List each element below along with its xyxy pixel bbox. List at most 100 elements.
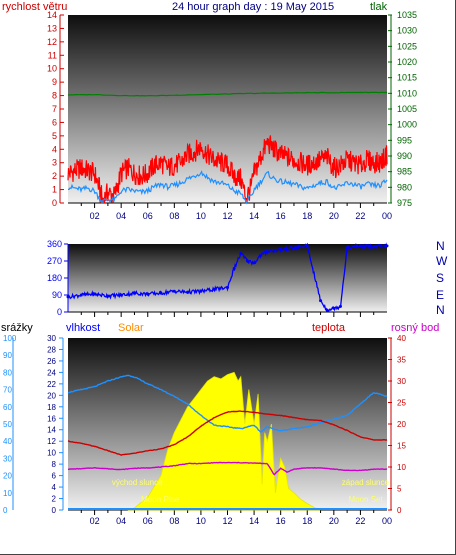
wind-direction-point [159,291,163,295]
humidity-tick-label: 2 [52,495,57,504]
temperature-tick-label: 0 [397,506,402,515]
humidity-tick-label: 8 [52,460,57,469]
p3-x-tick-label: 04 [116,516,126,526]
humidity-tick-label: 18 [47,403,56,412]
wind-direction-point [172,289,176,293]
p3-x-tick-label: 20 [329,516,339,526]
wind-direction-point [119,293,123,297]
wind-direction-point [279,248,283,252]
wind-direction-point [245,259,249,263]
direction-tick-label: 270 [47,256,62,266]
wind-speed-tick-label: 10 [47,64,57,74]
compass-label: S [436,271,444,285]
humidity-axis-title: vlhkost [66,322,101,334]
wind-direction-point [212,287,216,291]
wind-direction-point [79,293,83,297]
p1-x-tick-label: 02 [90,211,100,221]
wind-direction-point [265,250,269,254]
wind-speed-tick-label: 13 [47,23,57,33]
wind-speed-tick-label: 6 [52,117,57,127]
wind-direction-point [239,251,243,255]
pressure-tick-label: 975 [397,198,412,208]
p1-x-tick-label: 20 [329,211,339,221]
humidity-tick-label: 10 [47,449,56,458]
rain-tick-label: 30 [3,454,12,463]
rain-tick-label: 90 [3,351,12,360]
sunrise-annotation: východ slunce [112,478,163,487]
compass-label: E [436,288,444,302]
wind-direction-point [93,292,97,296]
pressure-tick-label: 1015 [397,73,417,83]
wind-direction-point [252,261,256,265]
pressure-tick-label: 1020 [397,57,417,67]
wind-gust-line [67,135,388,204]
temperature-tick-label: 30 [397,377,406,386]
direction-tick-label: 0 [57,307,62,317]
wind-speed-tick-label: 4 [52,144,57,154]
humidity-tick-label: 28 [47,345,56,354]
direction-tick-label: 180 [47,273,62,283]
pressure-tick-label: 985 [397,167,412,177]
wind-direction-point [132,291,136,295]
temperature-tick-label: 35 [397,356,406,365]
wind-speed-tick-label: 14 [47,10,57,20]
wind-direction-point [292,246,296,250]
p3-x-tick-label: 10 [196,516,206,526]
direction-tick-label: 90 [52,290,62,300]
pressure-tick-label: 1025 [397,41,417,51]
p3-x-tick-label: 06 [143,516,153,526]
temperature-tick-label: 40 [397,334,406,343]
moonrise-annotation: Moon Rise [141,495,180,504]
pressure-axis-title: tlak [370,1,388,13]
compass-label: W [436,254,448,268]
wind-speed-tick-label: 2 [52,171,57,181]
wind-direction-point [358,244,362,248]
p1-x-tick-label: 18 [302,211,312,221]
p3-x-tick-label: 18 [302,516,312,526]
wind-direction-point [226,285,229,289]
p2-plot-area [68,244,387,312]
humidity-tick-label: 24 [47,368,56,377]
rain-tick-label: 80 [3,368,12,377]
direction-tick-label: 360 [47,239,62,249]
temperature-tick-label: 20 [397,420,406,429]
wind-average-line [68,170,388,205]
temperature-axis-title: teplota [312,322,346,334]
wind-direction-point [232,267,236,271]
wind-speed-tick-label: 12 [47,37,57,47]
dewpoint-axis-title: rosný bod [391,322,440,334]
humidity-tick-label: 14 [47,426,56,435]
wind-direction-point [338,304,342,308]
humidity-tick-label: 16 [47,414,56,423]
wind-direction-point [199,289,203,293]
rain-tick-label: 100 [3,334,17,343]
wind-direction-point [319,299,323,303]
rain-tick-label: 40 [3,437,12,446]
wind-direction-point [332,306,336,310]
wind-speed-axis-title: rychlost větru [2,1,68,13]
sunset-annotation: západ slunce [342,478,390,487]
p3-x-tick-label: 22 [355,516,365,526]
moonset-annotation: Moon Set [348,495,383,504]
temperature-tick-label: 15 [397,442,406,451]
wind-speed-tick-label: 11 [48,50,57,60]
wind-speed-tick-label: 9 [52,77,57,87]
wind-direction-point [305,244,309,248]
p1-x-tick-label: 14 [249,211,259,221]
temperature-tick-label: 5 [397,485,402,494]
rain-tick-label: 0 [3,506,8,515]
wind-speed-tick-label: 0 [52,198,57,208]
p1-x-tick-label: 22 [355,211,365,221]
p1-x-tick-label: 16 [276,211,286,221]
pressure-tick-label: 1000 [397,120,417,130]
p3-x-tick-label: 00 [382,516,392,526]
p3-x-tick-label: 16 [276,516,286,526]
dewpoint-line [68,461,388,476]
p3-x-tick-label: 08 [169,516,179,526]
wind-direction-point [372,245,376,249]
compass-label: N [436,303,445,317]
wind-direction-point [385,244,389,248]
wind-speed-tick-label: 7 [52,104,57,114]
rain-axis-title: srážky [1,322,33,334]
wind-direction-point [345,246,349,250]
